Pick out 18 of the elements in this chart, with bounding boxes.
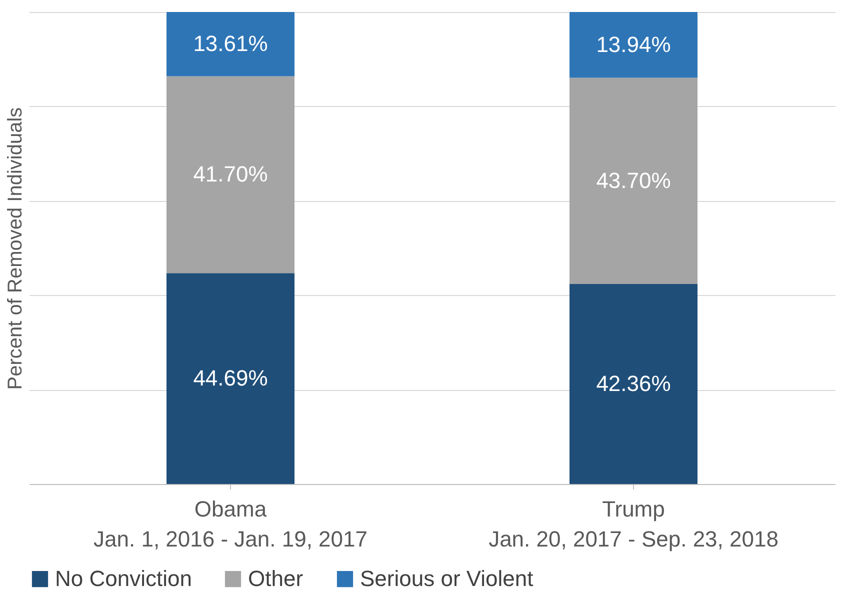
data-label: 13.61% xyxy=(193,31,268,56)
bar xyxy=(570,12,698,78)
bar xyxy=(570,78,698,284)
bar xyxy=(570,284,698,484)
legend-label: Other xyxy=(248,566,304,591)
legend-label: No Conviction xyxy=(55,566,192,591)
x-tick-label: Obama Jan. 1, 2016 - Jan. 19, 2017 xyxy=(94,496,368,552)
data-label: 13.94% xyxy=(596,32,671,57)
y-axis-title: Percent of Removed Individuals xyxy=(4,107,26,390)
legend-label: Serious or Violent xyxy=(360,566,534,591)
data-label: 43.70% xyxy=(596,168,671,193)
bar xyxy=(166,76,294,274)
data-label: 44.69% xyxy=(193,366,268,391)
bar xyxy=(166,12,294,76)
data-label: 42.36% xyxy=(596,371,671,396)
bar xyxy=(166,273,294,484)
x-tick-label: Trump Jan. 20, 2017 - Sep. 23, 2018 xyxy=(488,496,778,552)
data-label: 41.70% xyxy=(193,162,268,187)
